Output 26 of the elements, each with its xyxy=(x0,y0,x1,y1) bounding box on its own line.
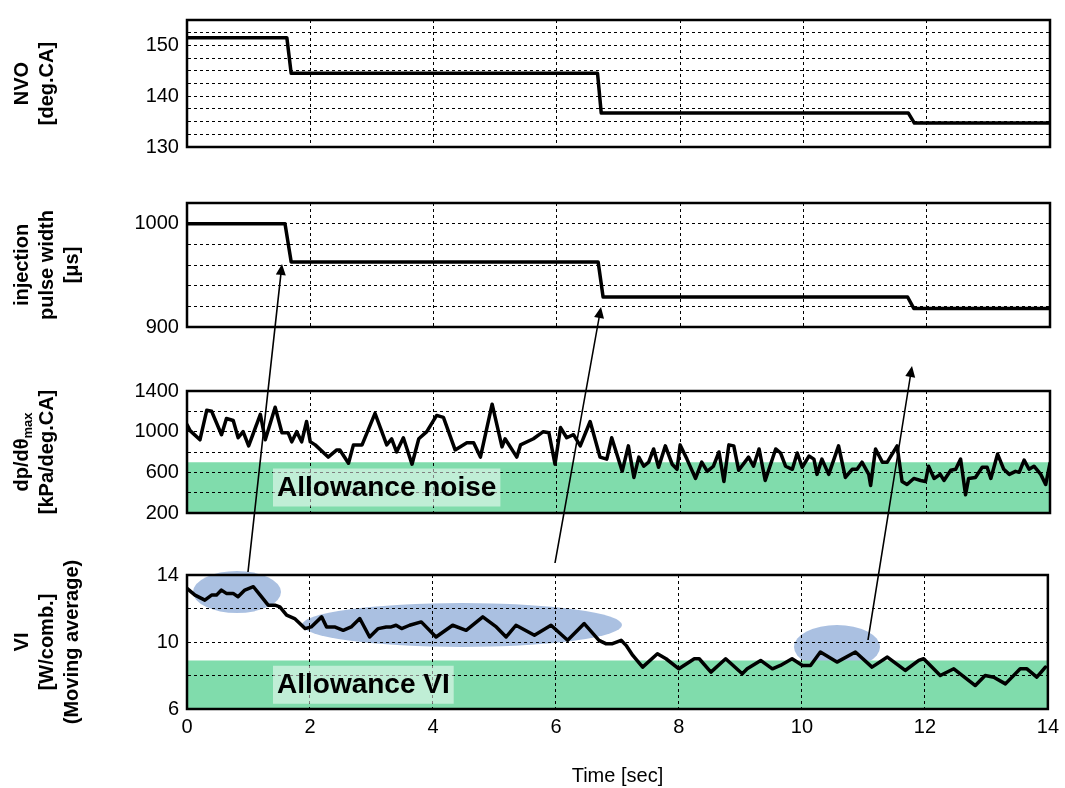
y-tick-label: 150 xyxy=(145,32,179,55)
y-tick-label: 900 xyxy=(145,314,179,337)
y-tick-label: 130 xyxy=(145,134,179,157)
y-axis-title: injection pulse width [μs] xyxy=(9,210,82,320)
x-tick-label: 14 xyxy=(1036,714,1059,737)
y-tick-label: 140 xyxy=(145,83,179,106)
x-tick-label: 4 xyxy=(427,714,439,737)
x-tick-label: 6 xyxy=(550,714,562,737)
band-label: Allowance noise xyxy=(277,471,497,503)
y-axis-title: VI [W/comb.] (Moving average) xyxy=(9,559,82,725)
y-tick-label: 1000 xyxy=(134,211,179,234)
y-tick-label: 600 xyxy=(145,459,179,482)
y-tick-label: 6 xyxy=(167,696,179,719)
band-label: Allowance VI xyxy=(277,668,450,700)
y-tick-label: 1400 xyxy=(134,378,179,401)
x-tick-label: 12 xyxy=(913,714,937,737)
x-tick-label: 2 xyxy=(304,714,316,737)
y-axis-title: NVO [deg.CA] xyxy=(9,41,57,126)
y-tick-label: 200 xyxy=(145,500,179,523)
x-axis-title: Time [sec] xyxy=(571,763,664,786)
x-tick-label: 8 xyxy=(673,714,685,737)
y-tick-label: 1000 xyxy=(134,419,179,442)
x-tick-label: 10 xyxy=(790,714,814,737)
y-tick-label: 10 xyxy=(156,629,179,652)
y-tick-label: 14 xyxy=(156,562,179,585)
x-tick-label: 0 xyxy=(181,714,193,737)
